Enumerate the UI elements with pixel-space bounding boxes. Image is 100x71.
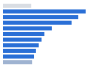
- bar: [3, 26, 52, 30]
- bar: [3, 55, 34, 59]
- bar: [3, 15, 78, 19]
- bar: [3, 4, 31, 8]
- bar: [3, 21, 72, 25]
- bar: [3, 38, 42, 42]
- bar: [3, 43, 39, 47]
- bar: [3, 32, 44, 36]
- chart: [0, 0, 100, 71]
- bar: [3, 60, 32, 64]
- bar: [3, 9, 86, 13]
- bar: [3, 49, 36, 53]
- bars: [3, 4, 86, 64]
